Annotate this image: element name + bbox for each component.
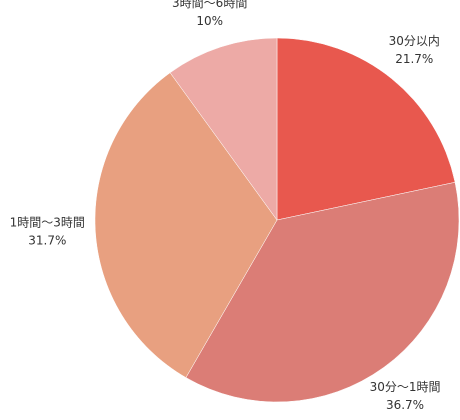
slice-value: 10%	[196, 14, 223, 28]
pie-slice	[94, 72, 278, 378]
slice-label: 1時間〜3時間	[10, 215, 85, 229]
pie-slice	[185, 181, 460, 403]
slice-label: 30分以内	[389, 34, 440, 48]
slice-label: 30分〜1時間	[370, 380, 441, 394]
slice-value: 21.7%	[395, 52, 433, 66]
pie-slice	[169, 37, 278, 221]
slice-value: 36.7%	[386, 398, 424, 412]
pie-slice	[276, 37, 456, 221]
slice-value: 31.7%	[28, 233, 66, 247]
slice-label: 3時間〜6時間	[172, 0, 247, 10]
